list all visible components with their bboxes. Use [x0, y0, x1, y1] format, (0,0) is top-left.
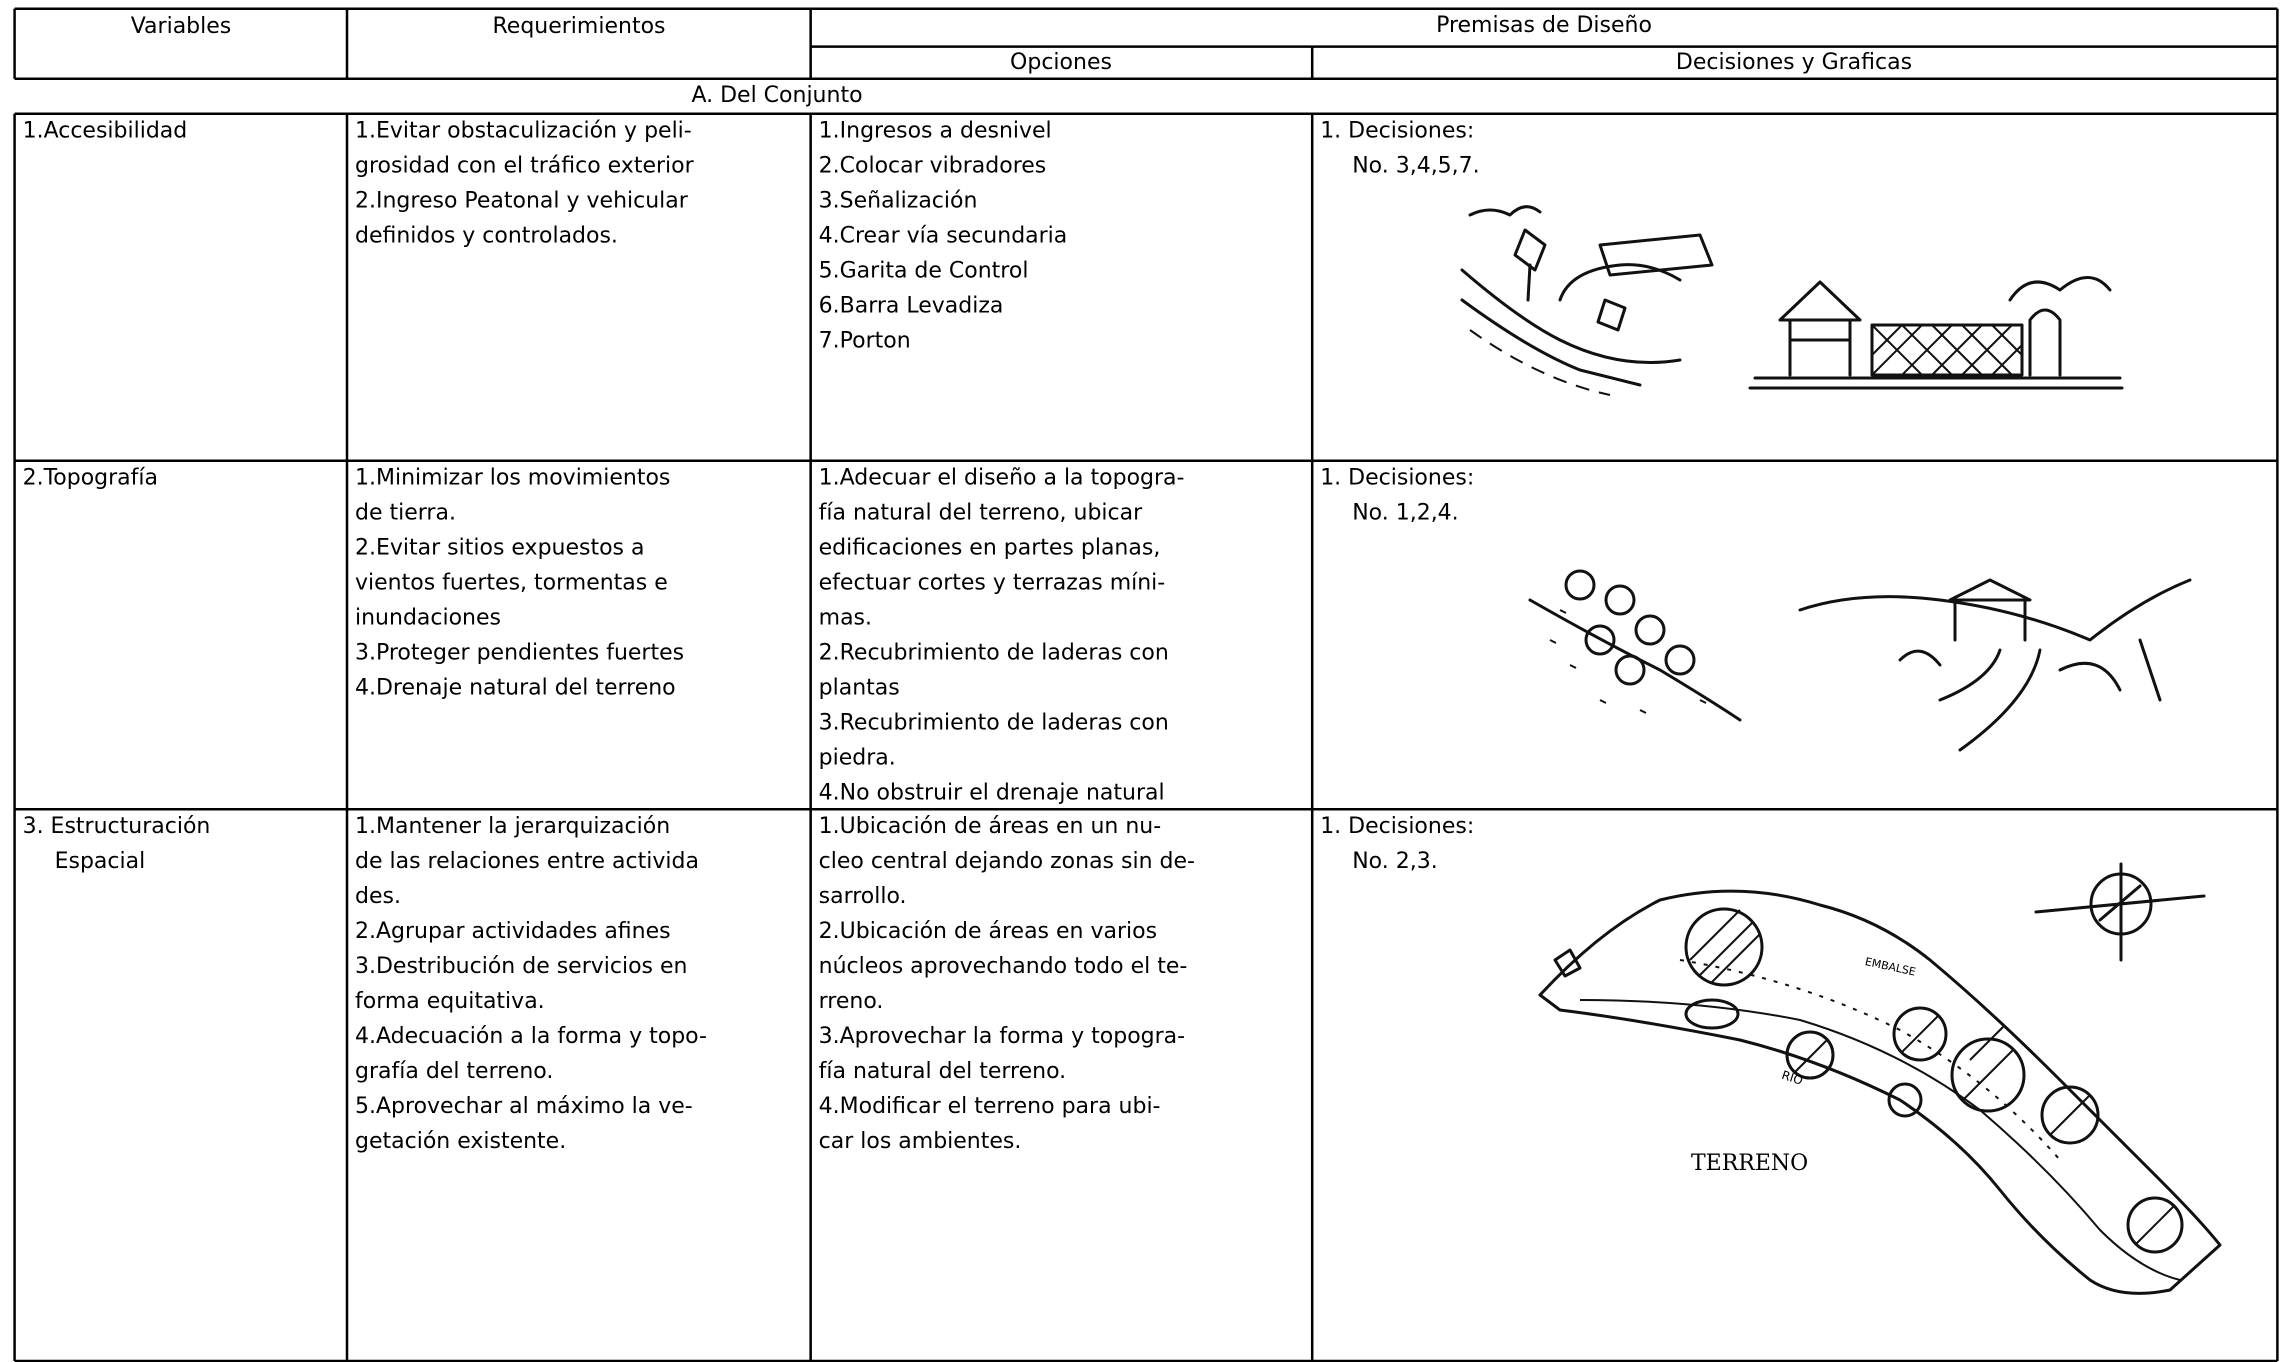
cell-line: 1. Decisiones: — [1320, 814, 1474, 839]
header: Variables Requerimientos Premisas de Dis… — [131, 13, 1912, 108]
cell-line: 1. Decisiones: — [1320, 466, 1474, 491]
section-title: A. Del Conjunto — [691, 83, 862, 108]
cell-line: 5.Garita de Control — [819, 259, 1029, 284]
cell-line: efectuar cortes y terrazas míni- — [819, 571, 1166, 596]
cell-line: 2.Agrupar actividades afines — [355, 919, 671, 944]
cell-line: 3.Recubrimiento de laderas con — [819, 711, 1169, 736]
cell-line: des. — [355, 884, 401, 909]
cell-line: 2.Colocar vibradores — [819, 154, 1047, 179]
cell-line: 4.Drenaje natural del terreno — [355, 676, 676, 701]
cell-line: 4.No obstruir el drenaje natural — [819, 781, 1165, 806]
cell-line: 5.Aprovechar al máximo la ve- — [355, 1094, 693, 1119]
cell-line: 4.Adecuación a la forma y topo- — [355, 1024, 707, 1049]
cell-line: forma equitativa. — [355, 989, 545, 1014]
cell-line: grafía del terreno. — [355, 1059, 553, 1084]
cell-line: sarrollo. — [819, 884, 907, 909]
cell-line: 1.Mantener la jerarquización — [355, 814, 670, 839]
cell-line: 2.Topografía — [23, 466, 158, 491]
header-requirements: Requerimientos — [492, 14, 665, 39]
cell-line: 1.Accesibilidad — [23, 119, 188, 144]
cell-line: 1.Adecuar el diseño a la topogra- — [819, 466, 1185, 491]
cell-line: Espacial — [55, 849, 146, 874]
cell-line: getación existente. — [355, 1129, 566, 1154]
cell-line: 3.Aprovechar la forma y topogra- — [819, 1024, 1185, 1049]
cell-line: 3. Estructuración — [23, 814, 211, 839]
cell-line: de tierra. — [355, 501, 456, 526]
header-premises: Premisas de Diseño — [1436, 13, 1652, 38]
header-decisions: Decisiones y Graficas — [1676, 50, 1912, 75]
cell-line: 4.Crear vía secundaria — [819, 224, 1068, 249]
site-label: EMBALSE — [1864, 955, 1917, 978]
sketch-site-plan: TERRENO EMBALSE RIO — [1538, 862, 2222, 1295]
cell-line: vientos fuertes, tormentas e — [355, 571, 668, 596]
cell-line: 3.Destribución de servicios en — [355, 954, 688, 979]
cell-line: 3.Señalización — [819, 189, 978, 214]
cell-line: 4.Modificar el terreno para ubi- — [819, 1094, 1161, 1119]
sketch-topography — [1528, 569, 2192, 752]
cell-line: 1.Minimizar los movimientos — [355, 466, 670, 491]
cell-line: mas. — [819, 606, 872, 631]
cell-line: 1.Ingresos a desnivel — [819, 119, 1052, 144]
cell-line: 1. Decisiones: — [1320, 119, 1474, 144]
header-variables: Variables — [131, 14, 232, 39]
cell-line: plantas — [819, 676, 900, 701]
header-options: Opciones — [1010, 50, 1112, 75]
site-label: RIO — [1780, 1068, 1805, 1088]
cell-line: 1.Ubicación de áreas en un nu- — [819, 814, 1162, 839]
cell-line: grosidad con el tráfico exterior — [355, 154, 695, 179]
cell-line: 6.Barra Levadiza — [819, 294, 1004, 319]
cell-line: 3.Proteger pendientes fuertes — [355, 641, 684, 666]
site-label: TERRENO — [1691, 1151, 1808, 1176]
cell-line: definidos y controlados. — [355, 224, 618, 249]
cell-line: 2.Recubrimiento de laderas con — [819, 641, 1169, 666]
cell-line: de las relaciones entre activida — [355, 849, 699, 874]
cell-line: car los ambientes. — [819, 1129, 1022, 1154]
cell-line: No. 3,4,5,7. — [1352, 154, 1479, 179]
cell-line: 7.Porton — [819, 329, 911, 354]
cell-line: fía natural del terreno. — [819, 1059, 1066, 1084]
cell-line: fía natural del terreno, ubicar — [819, 501, 1143, 526]
sketch-access — [1460, 205, 2124, 396]
cell-line: 2.Ingreso Peatonal y vehicular — [355, 189, 689, 214]
cell-line: inundaciones — [355, 606, 501, 631]
cell-line: No. 1,2,4. — [1352, 501, 1459, 526]
cell-line: cleo central dejando zonas sin de- — [819, 849, 1195, 874]
cell-line: edificaciones en partes planas, — [819, 536, 1161, 561]
cell-line: 2.Ubicación de áreas en varios — [819, 919, 1157, 944]
cell-line: 2.Evitar sitios expuestos a — [355, 536, 645, 561]
cell-line: rreno. — [819, 989, 884, 1014]
cell-line: piedra. — [819, 746, 896, 771]
cell-line: núcleos aprovechando todo el te- — [819, 954, 1188, 979]
cell-line: No. 2,3. — [1352, 849, 1438, 874]
cell-line: 1.Evitar obstaculización y peli- — [355, 119, 692, 144]
